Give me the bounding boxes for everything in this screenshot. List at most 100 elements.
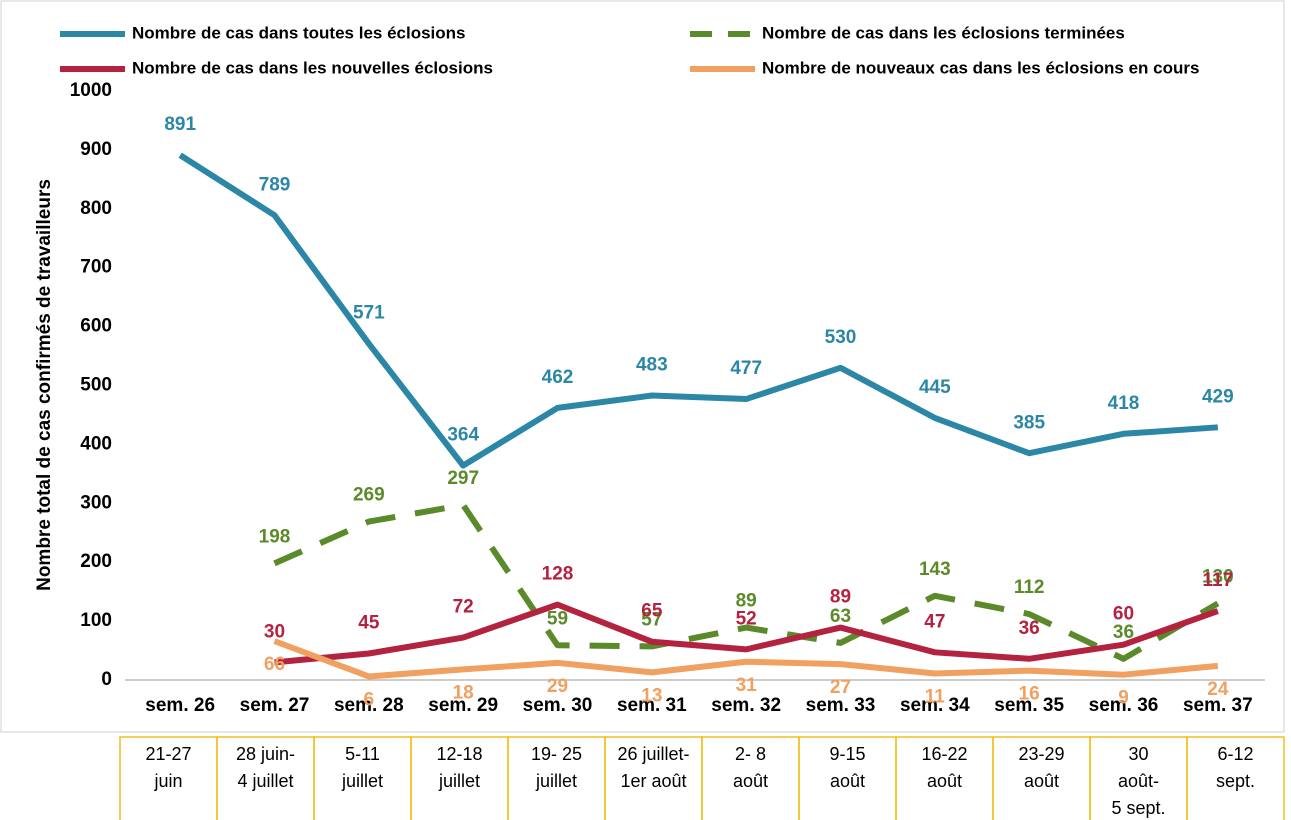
date-range: 2- 8 [735,744,766,764]
x-tick-label: sem. 36 [1089,695,1159,716]
data-label: 24 [1207,679,1229,700]
date-range: 21-27 [145,744,191,764]
data-label: 297 [447,468,479,489]
date-range: juillet [438,771,480,791]
date-range: juin [153,771,182,791]
data-label: 112 [1014,577,1045,598]
y-tick-label: 0 [101,669,112,690]
data-label: 66 [264,654,285,675]
data-label: 891 [164,114,196,135]
y-tick-label: 100 [80,610,112,631]
legend-label: Nombre de cas dans les éclosions terminé… [762,23,1125,42]
date-range: 4 juillet [237,771,293,791]
data-label: 6 [364,689,375,710]
data-label: 429 [1202,386,1234,407]
date-range: 19- 25 [531,744,582,764]
x-tick-label: sem. 30 [523,695,593,716]
y-tick-label: 200 [80,551,112,572]
x-tick-label: sem. 32 [711,695,781,716]
data-label: 52 [736,608,757,629]
data-label: 128 [542,564,574,585]
series-line [273,638,1219,680]
data-label: 18 [453,682,474,703]
date-range: août [1024,771,1059,791]
data-label: 571 [353,303,385,324]
data-label: 483 [636,355,668,376]
date-range: août [927,771,962,791]
date-range: 23-29 [1018,744,1064,764]
x-tick-label: sem. 26 [145,695,215,716]
data-label: 27 [830,677,851,698]
data-label: 63 [830,606,851,627]
data-label: 29 [547,676,568,697]
date-range: juillet [341,771,383,791]
date-range: 1er août [620,771,686,791]
data-label: 31 [736,675,758,696]
date-range: août [733,771,768,791]
series-line [178,152,1219,469]
data-label: 143 [919,559,951,580]
y-tick-label: 500 [80,375,112,396]
series-line [274,601,1219,666]
y-tick-label: 800 [80,198,112,219]
x-tick-label: sem. 28 [334,695,404,716]
date-range: août- [1118,771,1159,791]
data-label: 385 [1013,412,1045,433]
data-label: 418 [1108,393,1140,414]
data-label: 198 [259,526,291,547]
legend-label: Nombre de cas dans les nouvelles éclosio… [132,58,493,77]
date-range: 26 juillet- [617,744,689,764]
data-label: 36 [1019,618,1040,639]
legend-label: Nombre de cas dans toutes les éclosions [132,23,466,42]
date-range: 30 [1128,744,1148,764]
date-range: 5-11 [345,744,380,764]
x-tick-label: sem. 27 [240,695,310,716]
data-label: 789 [259,174,291,195]
date-range: 5 sept. [1111,798,1165,818]
y-tick-label: 300 [80,492,112,513]
data-label: 89 [830,587,851,608]
date-range: 16-22 [921,744,967,764]
x-tick-label: sem. 34 [900,695,970,716]
table-cell [1186,736,1285,820]
data-label: 72 [453,597,474,618]
date-range: août [830,771,865,791]
y-axis-label: Nombre total de cas confirmés de travail… [34,179,55,591]
data-label: 13 [641,685,662,706]
data-label: 11 [925,687,946,708]
data-label: 47 [924,611,945,632]
date-range: 12-18 [436,744,482,764]
data-label: 530 [825,327,857,348]
data-label: 445 [919,377,951,398]
data-label: 30 [264,621,285,642]
x-tick-label: sem. 37 [1183,695,1253,716]
date-range: juillet [535,771,577,791]
y-tick-label: 900 [80,139,112,160]
x-tick-label: sem. 33 [806,695,876,716]
x-tick-label: sem. 35 [994,695,1064,716]
date-range: sept. [1216,771,1255,791]
data-label: 65 [641,601,663,622]
data-label: 9 [1118,688,1129,709]
date-range: 6-12 [1217,744,1253,764]
legend-label: Nombre de nouveaux cas dans les éclosion… [762,58,1199,77]
x-tick-label: sem. 31 [617,695,687,716]
x-tick-label: sem. 29 [428,695,498,716]
data-label: 36 [1113,622,1134,643]
data-label: 16 [1019,684,1040,705]
date-range: 9-15 [829,744,865,764]
data-label: 462 [542,367,574,388]
y-tick-label: 600 [80,316,112,337]
date-range: 28 juin- [236,744,295,764]
y-tick-label: 700 [80,257,112,278]
series-line [273,502,1220,662]
data-label: 45 [358,613,380,634]
data-label: 269 [353,485,385,506]
chart-frame [0,0,1285,733]
data-label: 364 [447,425,479,446]
data-label: 89 [736,591,757,612]
data-label: 59 [547,608,568,629]
y-tick-label: 1000 [70,80,112,101]
data-label: 130 [1202,566,1234,587]
